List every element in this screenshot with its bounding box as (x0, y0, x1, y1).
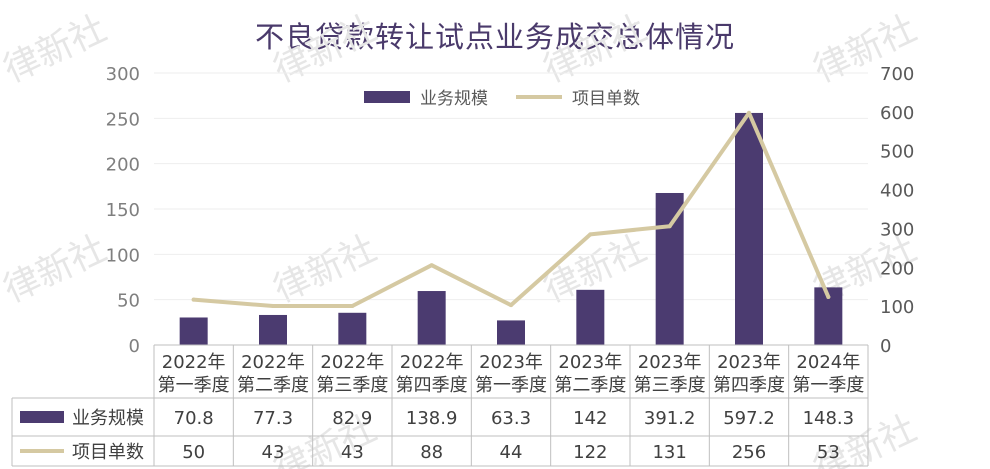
watermark-text: 律新社 (0, 8, 113, 91)
right-tick-label: 300 (880, 219, 914, 240)
right-tick-label: 200 (880, 258, 914, 279)
category-label-year: 2022年 (162, 352, 226, 373)
table-key-bar-label: 业务规模 (72, 408, 144, 429)
legend-label-bar: 业务规模 (420, 89, 488, 109)
left-tick-label: 200 (106, 155, 140, 176)
watermark-text: 律新社 (268, 8, 383, 91)
table-value-bar: 138.9 (406, 408, 458, 429)
bar (179, 317, 208, 345)
watermark-text: 律新社 (0, 228, 113, 311)
table-value-bar: 63.3 (491, 408, 531, 429)
legend-item-line: 项目单数 (516, 84, 640, 109)
table-value-line: 256 (732, 442, 766, 463)
left-tick-label: 150 (106, 200, 140, 221)
table-value-bar: 142 (573, 408, 607, 429)
right-tick-label: 100 (880, 297, 914, 318)
right-tick-label: 500 (880, 142, 914, 163)
category-label-year: 2024年 (796, 352, 860, 373)
category-label-quarter: 第三季度 (634, 375, 706, 396)
line-point (271, 304, 275, 309)
line-point (747, 110, 751, 115)
legend: 业务规模 项目单数 (364, 84, 656, 109)
right-tick-label: 600 (880, 103, 914, 124)
table-value-line: 53 (817, 442, 840, 463)
right-tick-label: 400 (880, 181, 914, 202)
table-value-line: 88 (420, 442, 443, 463)
right-tick-label: 700 (880, 64, 914, 85)
left-tick-label: 300 (106, 64, 140, 85)
left-tick-label: 100 (106, 245, 140, 266)
category-label-quarter: 第一季度 (475, 375, 547, 396)
bar (417, 291, 446, 345)
line-point (350, 304, 355, 309)
legend-label-line: 项目单数 (572, 89, 640, 109)
category-label-year: 2023年 (479, 352, 543, 373)
line-point (588, 232, 593, 237)
category-label-year: 2023年 (638, 352, 702, 373)
table-value-bar: 70.8 (174, 408, 214, 429)
bar (735, 112, 763, 345)
table-value-bar: 597.2 (723, 408, 775, 429)
line-point (667, 224, 672, 229)
bar (655, 192, 684, 345)
watermark-text: 律新社 (538, 8, 653, 91)
table-value-line: 43 (341, 442, 364, 463)
table-value-bar: 391.2 (644, 408, 696, 429)
right-tick-label: 0 (880, 336, 891, 357)
legend-swatch-line (516, 94, 562, 99)
category-label-year: 2023年 (717, 352, 781, 373)
table-value-bar: 77.3 (253, 408, 293, 429)
table-value-line: 43 (262, 442, 285, 463)
category-label-quarter: 第四季度 (713, 375, 785, 396)
left-tick-label: 0 (129, 336, 140, 357)
bar (497, 320, 525, 345)
category-label-quarter: 第四季度 (396, 375, 468, 396)
table-value-bar: 148.3 (803, 408, 855, 429)
left-tick-label: 250 (106, 109, 140, 130)
chart-title: 不良贷款转让试点业务成交总体情况 (254, 20, 735, 54)
table-key-bar (20, 411, 64, 423)
category-label-year: 2022年 (241, 352, 305, 373)
category-label-quarter: 第二季度 (237, 375, 309, 396)
table-value-line: 122 (573, 442, 607, 463)
line-point (429, 263, 434, 268)
category-label-year: 2022年 (400, 352, 464, 373)
bar (259, 314, 287, 345)
category-label-quarter: 第一季度 (792, 375, 864, 396)
table-value-line: 50 (182, 442, 205, 463)
line-point (826, 294, 831, 299)
left-tick-label: 50 (117, 291, 140, 312)
table-value-line: 131 (652, 442, 686, 463)
table-key-line-label: 项目单数 (72, 442, 144, 463)
category-label-quarter: 第三季度 (316, 375, 388, 396)
line-point (509, 303, 513, 308)
bar (576, 289, 605, 345)
legend-item-bar: 业务规模 (364, 84, 488, 109)
legend-swatch-bar (364, 90, 410, 103)
category-label-quarter: 第二季度 (554, 375, 626, 396)
line-point (191, 297, 196, 302)
category-label-year: 2023年 (558, 352, 622, 373)
bar (338, 312, 367, 345)
table-value-bar: 82.9 (332, 408, 372, 429)
category-label-year: 2022年 (320, 352, 384, 373)
table-value-line: 44 (500, 442, 523, 463)
category-label-quarter: 第一季度 (158, 375, 230, 396)
